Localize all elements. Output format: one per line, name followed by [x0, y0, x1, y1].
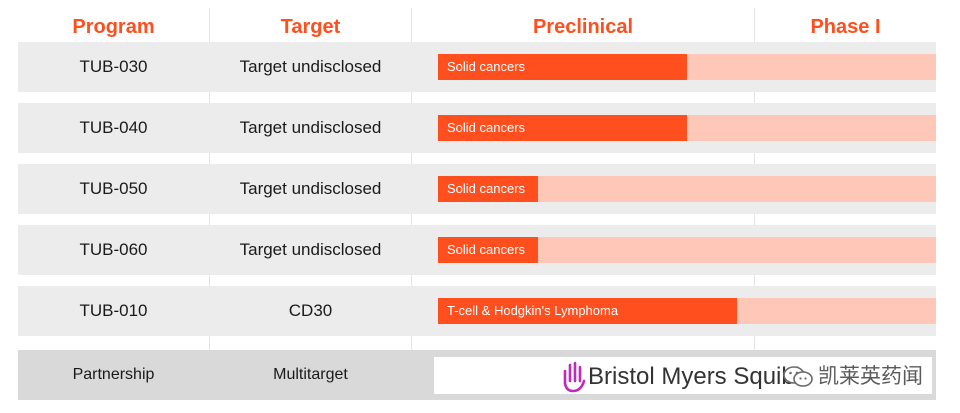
- target-name: Target undisclosed: [239, 179, 382, 198]
- program-name: TUB-030: [79, 57, 148, 76]
- indication-label: Solid cancers: [447, 242, 526, 257]
- target-name: Target undisclosed: [239, 57, 382, 76]
- pipeline-row: TUB-040 Target undisclosed Solid cancers: [18, 103, 936, 153]
- pipeline-row: TUB-060 Target undisclosed Solid cancers: [18, 225, 936, 275]
- header-target: Target: [280, 16, 341, 38]
- partnership-label: Partnership: [72, 366, 155, 383]
- partner-logo-box: [434, 357, 932, 394]
- target-name: CD30: [288, 301, 333, 320]
- pipeline-row: TUB-010 CD30 T-cell & Hodgkin's Lymphoma: [18, 286, 936, 336]
- pipeline-row: TUB-050 Target undisclosed Solid cancers: [18, 164, 936, 214]
- progress-bar: Solid cancers: [438, 54, 687, 80]
- header-program: Program: [72, 16, 155, 38]
- target-name: Target undisclosed: [239, 240, 382, 259]
- program-name: TUB-050: [79, 179, 148, 198]
- indication-label: Solid cancers: [447, 59, 526, 74]
- progress-bar: Solid cancers: [438, 176, 538, 202]
- wechat-icon: [783, 366, 813, 387]
- bms-hand-icon: [563, 361, 586, 393]
- progress-bar: Solid cancers: [438, 237, 538, 263]
- indication-label: Solid cancers: [447, 120, 526, 135]
- program-name: TUB-060: [79, 240, 148, 259]
- header-phase-1: Phase I: [810, 16, 881, 38]
- partner-logo-text: Bristol Myers Squibb: [588, 363, 809, 390]
- header-preclinical: Preclinical: [532, 16, 634, 38]
- indication-label: T-cell & Hodgkin's Lymphoma: [447, 303, 619, 318]
- program-name: TUB-040: [79, 118, 148, 137]
- watermark-text: 凯莱英药闻: [818, 365, 923, 388]
- partnership-target: Multitarget: [273, 366, 348, 383]
- progress-bar: Solid cancers: [438, 115, 687, 141]
- program-name: TUB-010: [79, 301, 148, 320]
- progress-bar: T-cell & Hodgkin's Lymphoma: [438, 298, 737, 324]
- pipeline-row: TUB-030 Target undisclosed Solid cancers: [18, 42, 936, 92]
- indication-label: Solid cancers: [447, 181, 526, 196]
- target-name: Target undisclosed: [239, 118, 382, 137]
